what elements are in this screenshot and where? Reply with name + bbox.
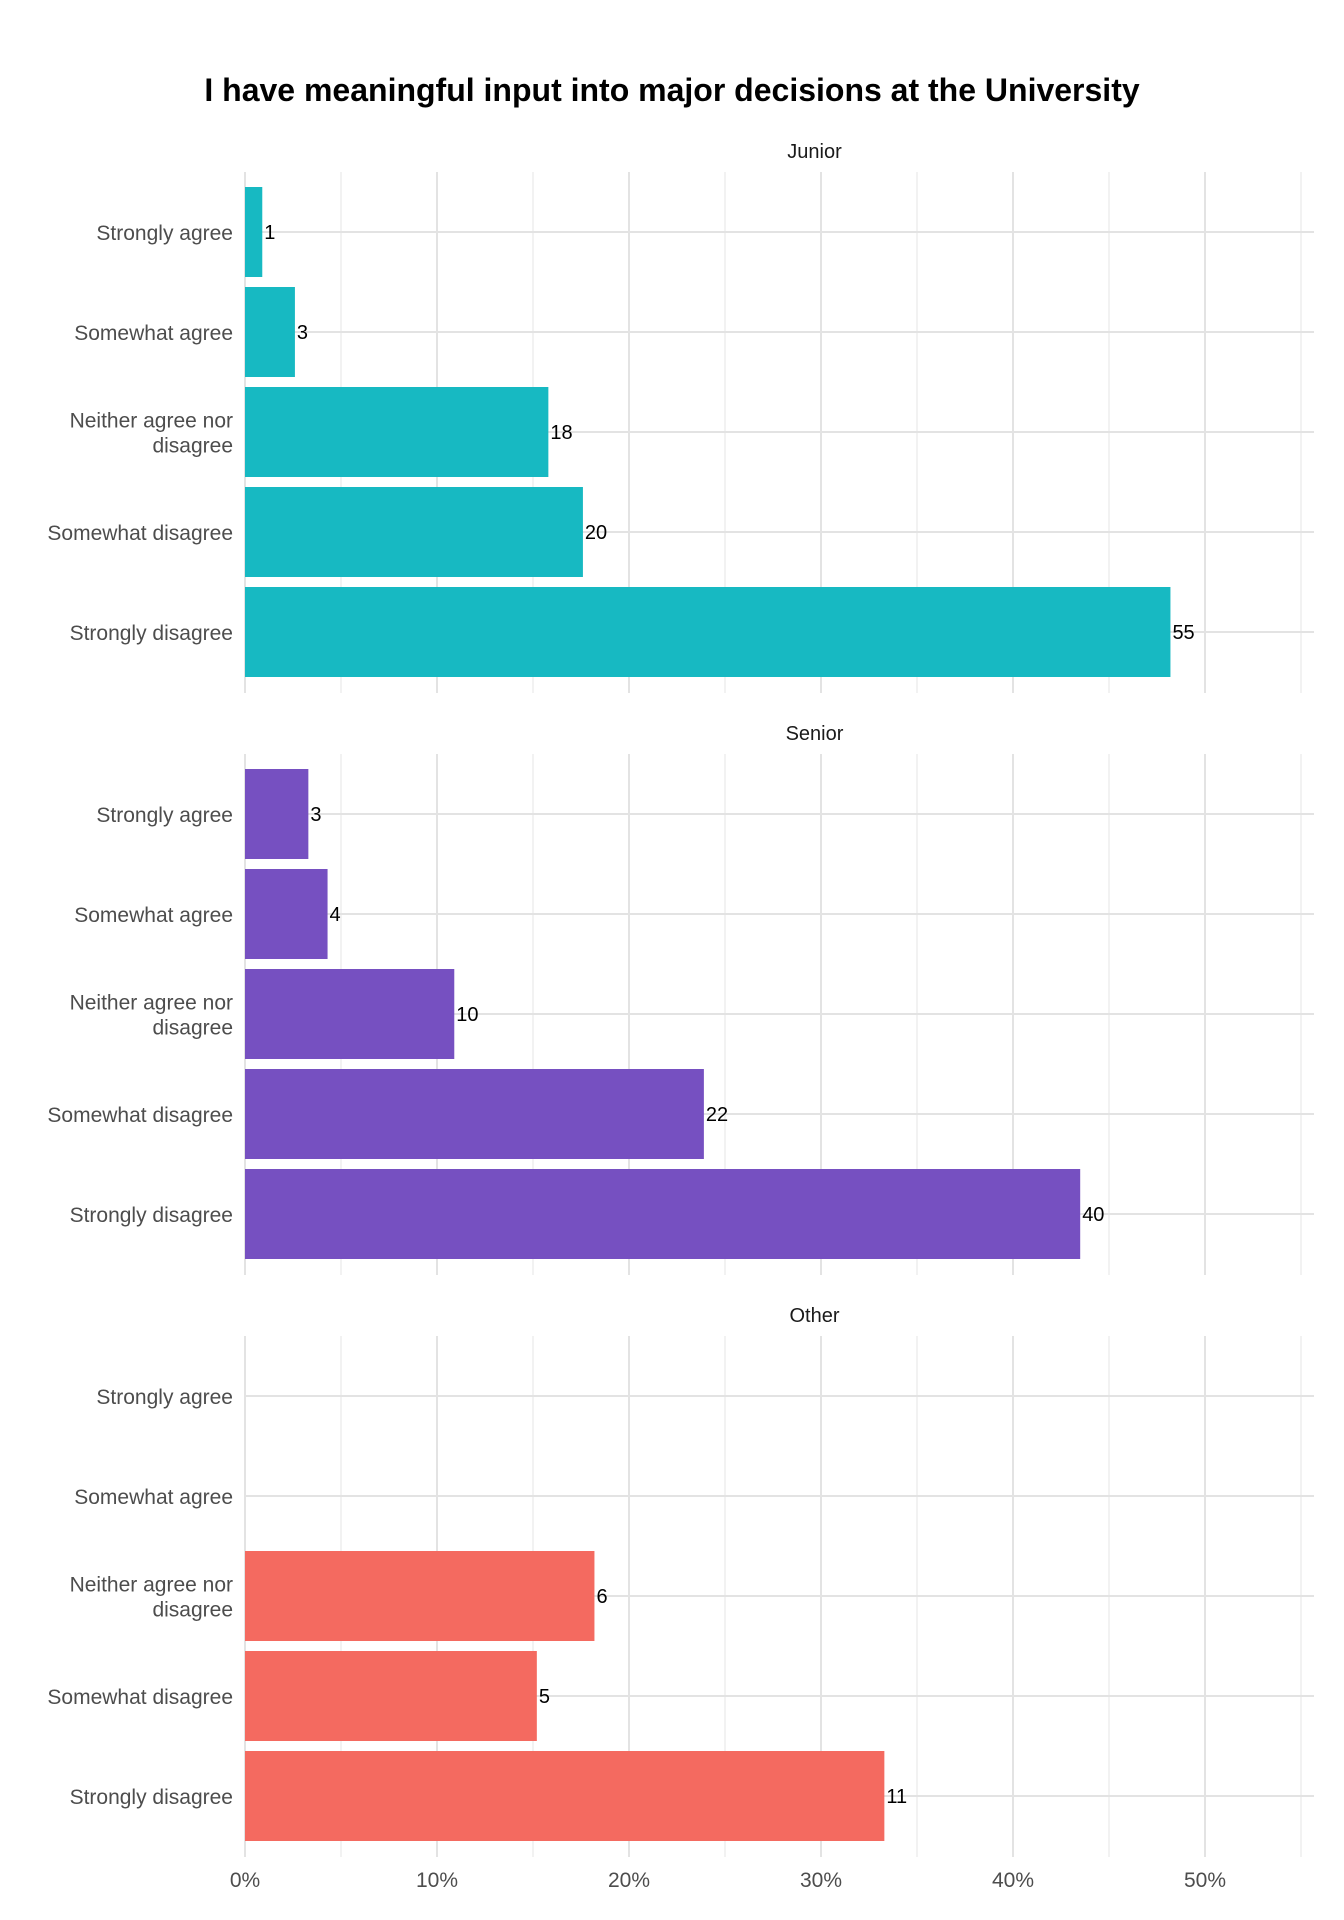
- bar: [245, 769, 309, 859]
- category-label: Somewhat agree: [74, 904, 233, 927]
- bar-count-label: 22: [706, 1104, 728, 1126]
- bar-count-label: 20: [585, 522, 607, 544]
- bar-count-label: 18: [550, 422, 572, 444]
- bar: [245, 969, 455, 1059]
- category-label: Strongly agree: [96, 804, 233, 827]
- bar: [245, 387, 549, 477]
- category-label: Strongly disagree: [70, 622, 233, 645]
- category-label: Strongly disagree: [70, 1786, 233, 1809]
- bar-count-label: 40: [1082, 1204, 1104, 1226]
- x-tick-label: 50%: [1184, 1869, 1226, 1892]
- bar: [245, 187, 263, 277]
- category-label: Strongly agree: [96, 222, 233, 245]
- bar: [245, 587, 1171, 677]
- bar-count-label: 3: [310, 804, 321, 826]
- x-tick-label: 40%: [992, 1869, 1034, 1892]
- bar: [245, 1651, 537, 1741]
- category-label: Somewhat agree: [74, 322, 233, 345]
- bar-count-label: 5: [539, 1686, 550, 1708]
- bar-count-label: 1: [264, 222, 275, 244]
- bar: [245, 1169, 1081, 1259]
- bar: [245, 1069, 704, 1159]
- bar: [245, 287, 295, 377]
- bar-count-label: 55: [1172, 622, 1194, 644]
- bar-count-label: 10: [456, 1004, 478, 1026]
- category-label: Neither agree nor disagree: [70, 992, 233, 1040]
- bar-count-label: 6: [596, 1586, 607, 1608]
- category-label: Somewhat agree: [74, 1486, 233, 1509]
- bar-count-label: 3: [297, 322, 308, 344]
- bar-count-label: 11: [886, 1786, 907, 1808]
- category-label: Strongly agree: [96, 1386, 233, 1409]
- bar: [245, 487, 583, 577]
- bar-count-label: 4: [330, 904, 341, 926]
- x-tick-label: 30%: [800, 1869, 842, 1892]
- category-label: Somewhat disagree: [47, 1104, 233, 1127]
- facet-strip-label: Other: [789, 1305, 839, 1327]
- category-label: Somewhat disagree: [47, 1686, 233, 1709]
- bar: [245, 1751, 885, 1841]
- category-label: Strongly disagree: [70, 1204, 233, 1227]
- chart-title: I have meaningful input into major decis…: [204, 72, 1140, 108]
- bar: [245, 869, 328, 959]
- x-tick-label: 0%: [230, 1869, 260, 1892]
- bar: [245, 1551, 595, 1641]
- category-label: Somewhat disagree: [47, 522, 233, 545]
- category-label: Neither agree nor disagree: [70, 410, 233, 458]
- category-label: Neither agree nor disagree: [70, 1574, 233, 1622]
- facet-strip-label: Junior: [787, 141, 842, 163]
- facet-strip-label: Senior: [786, 723, 844, 745]
- x-tick-label: 20%: [608, 1869, 650, 1892]
- x-tick-label: 10%: [416, 1869, 458, 1892]
